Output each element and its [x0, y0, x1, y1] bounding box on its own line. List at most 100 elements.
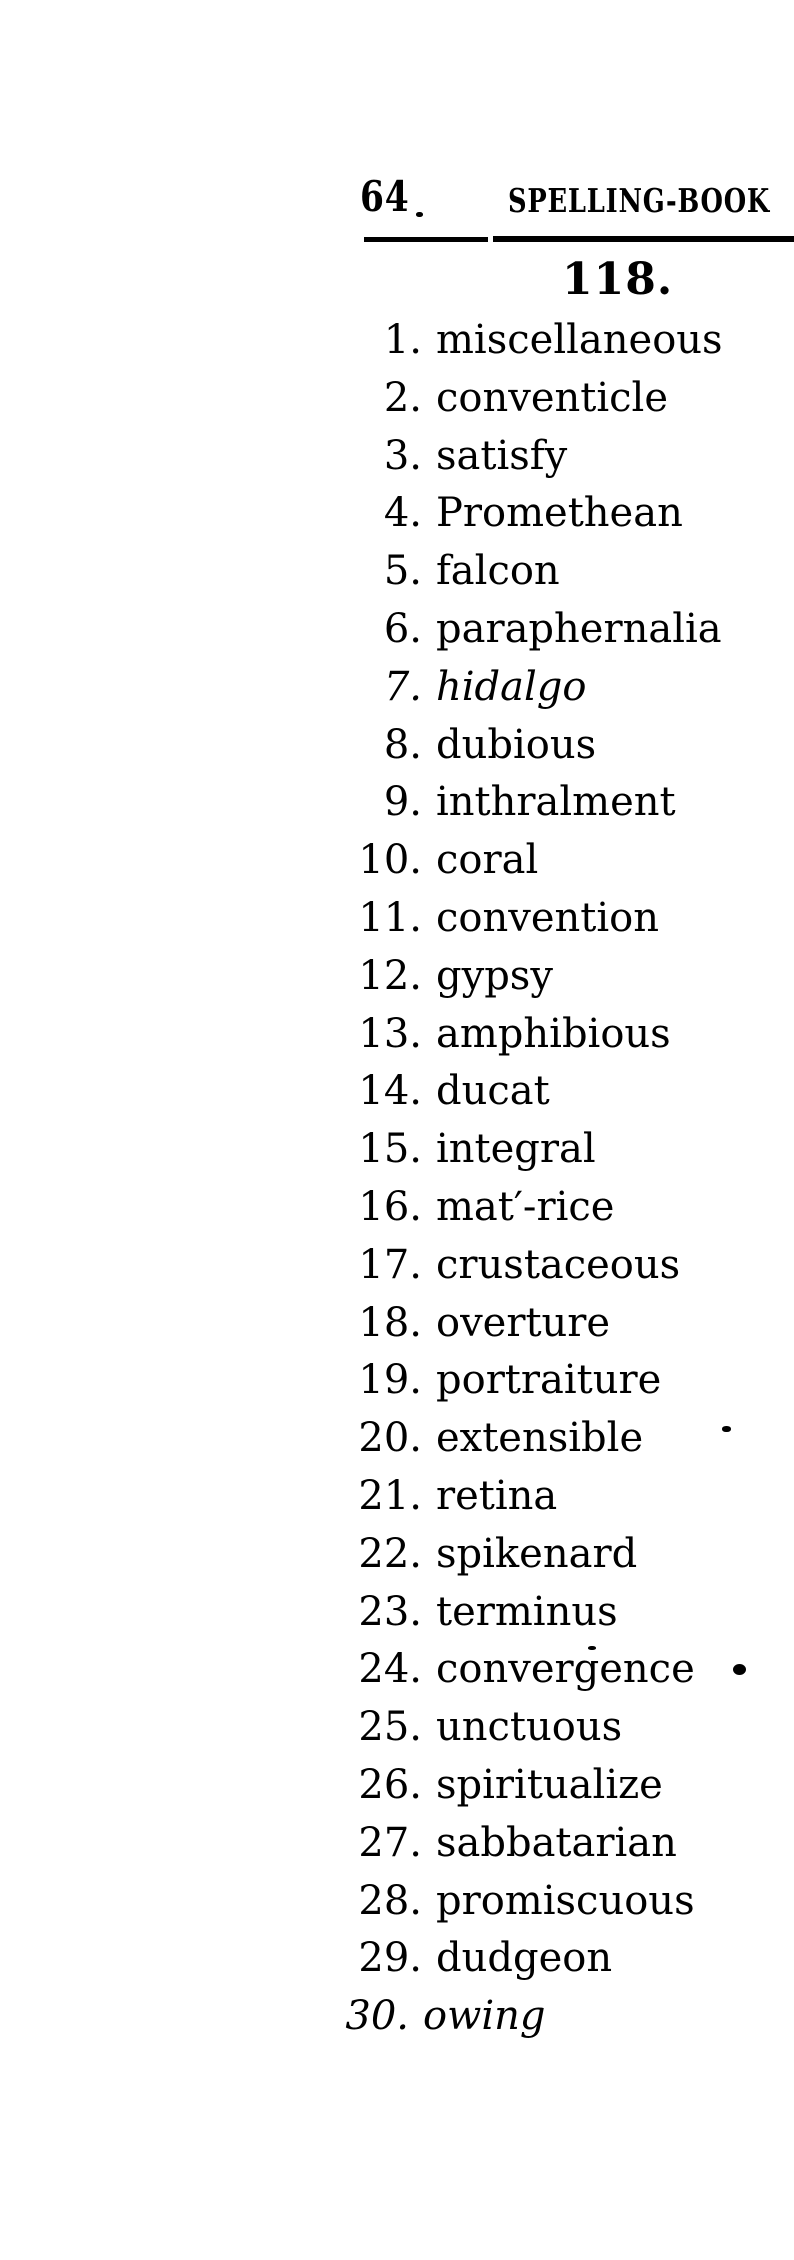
lesson-number-heading: 118.: [562, 254, 674, 305]
list-item: 26. spiritualize: [300, 1757, 770, 1815]
list-item: 5. falcon: [300, 543, 770, 601]
item-word: falcon: [436, 548, 560, 595]
item-word: overture: [436, 1299, 611, 1346]
item-number: 4.: [383, 490, 422, 537]
list-item: 15. integral: [300, 1121, 770, 1179]
list-item: 7. hidalgo: [300, 659, 770, 717]
item-number: 7.: [383, 663, 422, 710]
item-word: gypsy: [436, 952, 553, 999]
list-item: 10. coral: [300, 832, 770, 890]
item-word: extensible: [436, 1415, 644, 1462]
list-item: 19. portraiture: [300, 1352, 770, 1410]
item-word: ducat: [436, 1068, 550, 1115]
ink-speck: [416, 212, 423, 217]
item-word: dudgeon: [436, 1935, 613, 1982]
item-number: 18.: [358, 1299, 422, 1346]
item-number: 27.: [358, 1819, 422, 1866]
list-item: 16. mat′-rice: [300, 1179, 770, 1237]
item-number: 14.: [358, 1068, 422, 1115]
item-word: spiritualize: [436, 1761, 663, 1808]
item-number: 25.: [358, 1704, 422, 1751]
list-item: 3. satisfy: [300, 428, 770, 486]
list-item: 8. dubious: [300, 717, 770, 775]
item-number: 1.: [383, 317, 422, 363]
list-item: 23. terminus: [300, 1584, 770, 1642]
item-number: 19.: [358, 1357, 422, 1404]
list-item: 17. crustaceous: [300, 1237, 770, 1295]
item-number: 10.: [358, 837, 422, 884]
item-number: 15.: [358, 1126, 422, 1173]
list-item: 12. gypsy: [300, 948, 770, 1006]
list-item: 11. convention: [300, 890, 770, 948]
item-number: 26.: [358, 1761, 422, 1808]
item-number: 12.: [358, 952, 422, 999]
item-word: owing: [423, 1993, 546, 2040]
list-item: 13. amphibious: [300, 1006, 770, 1064]
header-rule-right: [493, 236, 794, 242]
item-word: dubious: [436, 721, 597, 768]
item-word: sabbatarian: [436, 1819, 677, 1866]
item-word: unctuous: [436, 1704, 623, 1751]
item-number: 22.: [358, 1530, 422, 1577]
ink-speck: [733, 1664, 746, 1675]
item-number: 20.: [358, 1415, 422, 1462]
list-item: 27. sabbatarian: [300, 1815, 770, 1873]
list-item: 6. paraphernalia: [300, 601, 770, 659]
item-number: 9.: [383, 779, 422, 826]
item-word: crustaceous: [436, 1241, 681, 1288]
item-word: amphibious: [436, 1010, 671, 1057]
list-item: 29. dudgeon: [300, 1930, 770, 1988]
item-number: 8.: [383, 721, 422, 768]
ink-speck: [588, 1646, 596, 1650]
list-item: 14. ducat: [300, 1063, 770, 1121]
item-word: retina: [436, 1472, 558, 1519]
item-word: integral: [436, 1126, 596, 1173]
item-number: 28.: [358, 1877, 422, 1924]
ink-speck: [722, 1426, 731, 1432]
item-word: hidalgo: [436, 663, 587, 710]
item-word: Promethean: [436, 490, 683, 537]
item-number: 13.: [358, 1010, 422, 1057]
item-number: 5.: [383, 548, 422, 595]
item-number: 24.: [358, 1646, 422, 1693]
item-number: 16.: [358, 1183, 422, 1230]
list-item: 20. extensible: [300, 1410, 770, 1468]
item-word: inthralment: [436, 779, 676, 826]
item-word: paraphernalia: [436, 605, 722, 652]
list-item: 18. overture: [300, 1295, 770, 1353]
list-item: 21. retina: [300, 1468, 770, 1526]
item-word: portraiture: [436, 1357, 662, 1404]
item-word: spikenard: [436, 1530, 638, 1577]
item-word: satisfy: [436, 432, 568, 479]
item-number: 6.: [383, 605, 422, 652]
item-word: mat′-rice: [436, 1183, 615, 1230]
word-list: 1. miscellaneous 2. conventicle 3. satisfy 4. P…: [300, 312, 770, 2046]
list-item: 22. spikenard: [300, 1526, 770, 1584]
list-item: 25. unctuous: [300, 1699, 770, 1757]
item-number: 3.: [383, 432, 422, 479]
list-item: 24. convergence: [300, 1641, 770, 1699]
item-word: terminus: [436, 1588, 618, 1635]
item-number: 29.: [358, 1935, 422, 1982]
page-number: 64: [360, 172, 410, 221]
item-word: conventicle: [436, 374, 669, 421]
item-number: 21.: [358, 1472, 422, 1519]
list-item: 30. owing: [287, 1988, 770, 2046]
item-number: 17.: [358, 1241, 422, 1288]
list-item: 1. miscellaneous: [300, 312, 770, 370]
item-word: coral: [436, 837, 539, 884]
header-rule-left: [364, 237, 488, 242]
item-number: 11.: [358, 894, 422, 941]
item-number: 23.: [358, 1588, 422, 1635]
item-number: 2.: [383, 374, 422, 421]
list-item: 2. conventicle: [300, 370, 770, 428]
item-word: promiscuous: [436, 1877, 695, 1924]
list-item: 4. Promethean: [300, 485, 770, 543]
item-word: miscellaneous: [436, 317, 723, 363]
item-number: 30.: [345, 1993, 409, 2040]
running-title: SPELLING-BOOK: [508, 181, 771, 220]
list-item: 9. inthralment: [300, 774, 770, 832]
list-item: 28. promiscuous: [300, 1873, 770, 1931]
item-word: convention: [436, 894, 659, 941]
